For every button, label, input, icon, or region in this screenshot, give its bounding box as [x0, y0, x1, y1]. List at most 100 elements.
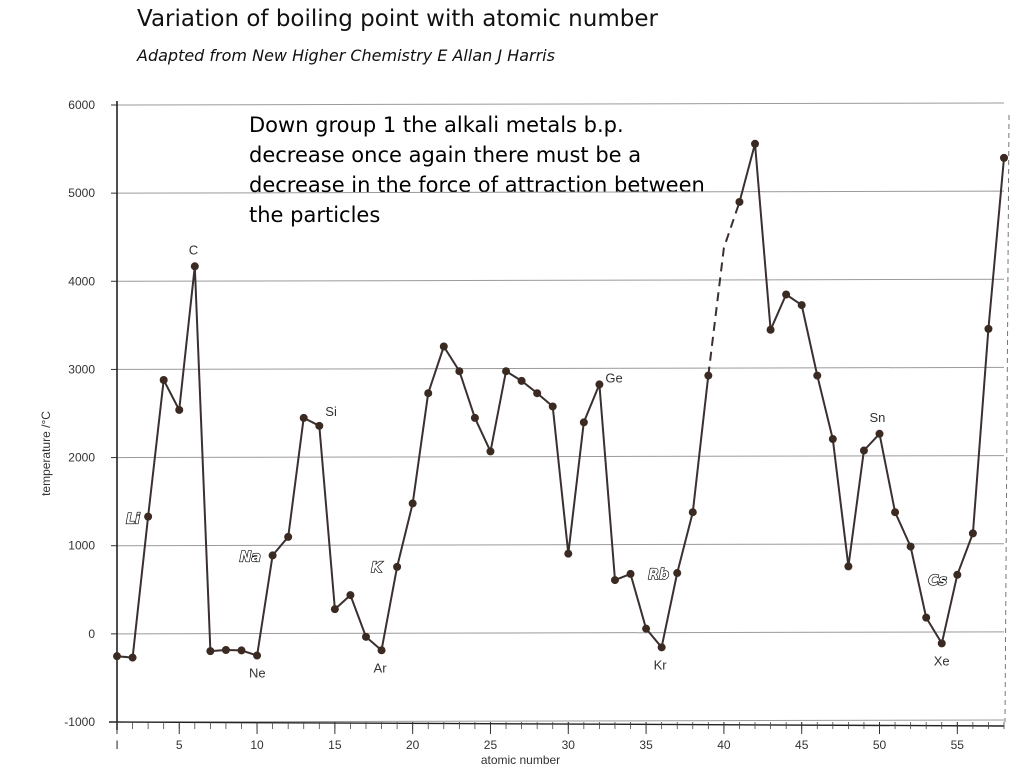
element-label-c: C [189, 242, 198, 257]
data-point [470, 413, 479, 422]
data-point [891, 508, 900, 517]
data-point [906, 542, 915, 551]
series-line [116, 265, 710, 659]
data-point [393, 562, 402, 571]
data-point [408, 499, 417, 508]
data-point [782, 290, 791, 299]
x-tick-label: 10 [250, 738, 264, 752]
data-point [766, 325, 775, 334]
x-tick-label: 5 [176, 738, 183, 752]
y-tick-label: 2000 [68, 451, 95, 465]
gridline-y [116, 719, 1005, 723]
x-tick-label: 20 [406, 738, 420, 752]
y-tick-label: 3000 [68, 362, 95, 376]
data-point [377, 646, 386, 655]
data-point [642, 624, 651, 633]
x-tick-label: I [115, 738, 118, 752]
y-tick-label: 4000 [68, 274, 95, 288]
data-point [673, 569, 682, 578]
data-point [984, 324, 993, 333]
element-label-k: K [371, 560, 383, 576]
gridline-y [116, 543, 1005, 547]
element-label-si: Si [325, 404, 337, 419]
data-point [299, 413, 308, 422]
y-tick-label: 1000 [68, 539, 95, 553]
gridline-y [116, 278, 1005, 282]
y-tick-label: -1000 [64, 715, 95, 729]
gridline-y [116, 102, 1005, 106]
gridline-y [116, 455, 1005, 459]
data-point [486, 447, 495, 456]
y-axis-label: temperature /°C [39, 411, 53, 496]
gridline-y [116, 631, 1005, 635]
data-point [533, 389, 542, 398]
data-point [937, 639, 946, 648]
element-label-xe: Xe [934, 653, 950, 668]
data-point [610, 576, 619, 585]
data-point [284, 532, 293, 541]
gridline-y [116, 366, 1005, 370]
data-point [828, 435, 837, 444]
x-tick-label: 50 [873, 738, 887, 752]
data-point [113, 652, 121, 661]
element-label-ge: Ge [605, 370, 622, 385]
element-label-rb: Rb [648, 567, 669, 583]
data-point [579, 418, 588, 427]
data-point [455, 367, 464, 376]
data-point [813, 371, 822, 380]
element-label-li: Li [126, 512, 140, 528]
data-point [626, 569, 635, 578]
data-point [268, 551, 277, 560]
data-point [346, 591, 355, 600]
data-point [361, 632, 370, 641]
data-point [330, 605, 339, 614]
element-label-sn: Sn [870, 410, 886, 425]
data-point [517, 376, 526, 385]
x-axis [108, 721, 1005, 727]
data-point [704, 371, 713, 380]
data-point [844, 562, 853, 571]
page-subtitle: Adapted from New Higher Chemistry E Alla… [137, 46, 555, 65]
data-point [875, 429, 884, 438]
element-label-ne: Ne [249, 666, 266, 681]
data-point [859, 446, 868, 455]
y-tick-label: 6000 [68, 98, 95, 112]
data-point [206, 647, 215, 656]
y-tick-label: 5000 [68, 186, 95, 200]
data-point [595, 380, 604, 389]
data-point [922, 613, 931, 622]
data-point [735, 197, 744, 206]
data-point [688, 508, 697, 517]
element-label-ar: Ar [374, 660, 388, 675]
data-point [424, 389, 433, 398]
data-point [144, 512, 153, 521]
x-tick-label: 25 [484, 738, 498, 752]
data-point [797, 301, 806, 310]
data-point [751, 139, 760, 148]
data-point [237, 646, 246, 655]
gridline-y [116, 190, 1005, 194]
x-tick-label: 15 [328, 738, 342, 752]
data-point [159, 376, 168, 385]
series-line-dashed [707, 201, 741, 376]
data-point [968, 529, 977, 538]
x-axis-label: atomic number [481, 753, 560, 767]
data-point [564, 549, 573, 558]
element-label-kr: Kr [654, 657, 668, 672]
data-point [128, 653, 137, 662]
data-point [953, 570, 962, 579]
data-point [190, 262, 199, 271]
data-point [657, 643, 666, 652]
data-point [253, 651, 262, 660]
series-line [738, 142, 1005, 645]
x-tick-label: 45 [795, 738, 809, 752]
x-tick-label: 40 [717, 738, 731, 752]
data-point [315, 421, 324, 430]
x-tick-label: 35 [639, 738, 653, 752]
y-tick-label: 0 [88, 627, 95, 641]
page-title: Variation of boiling point with atomic n… [137, 6, 658, 32]
element-label-na: Na [240, 549, 261, 565]
data-point [175, 405, 184, 414]
chart-annotation-text: Down group 1 the alkali metals b.p. decr… [249, 113, 705, 227]
